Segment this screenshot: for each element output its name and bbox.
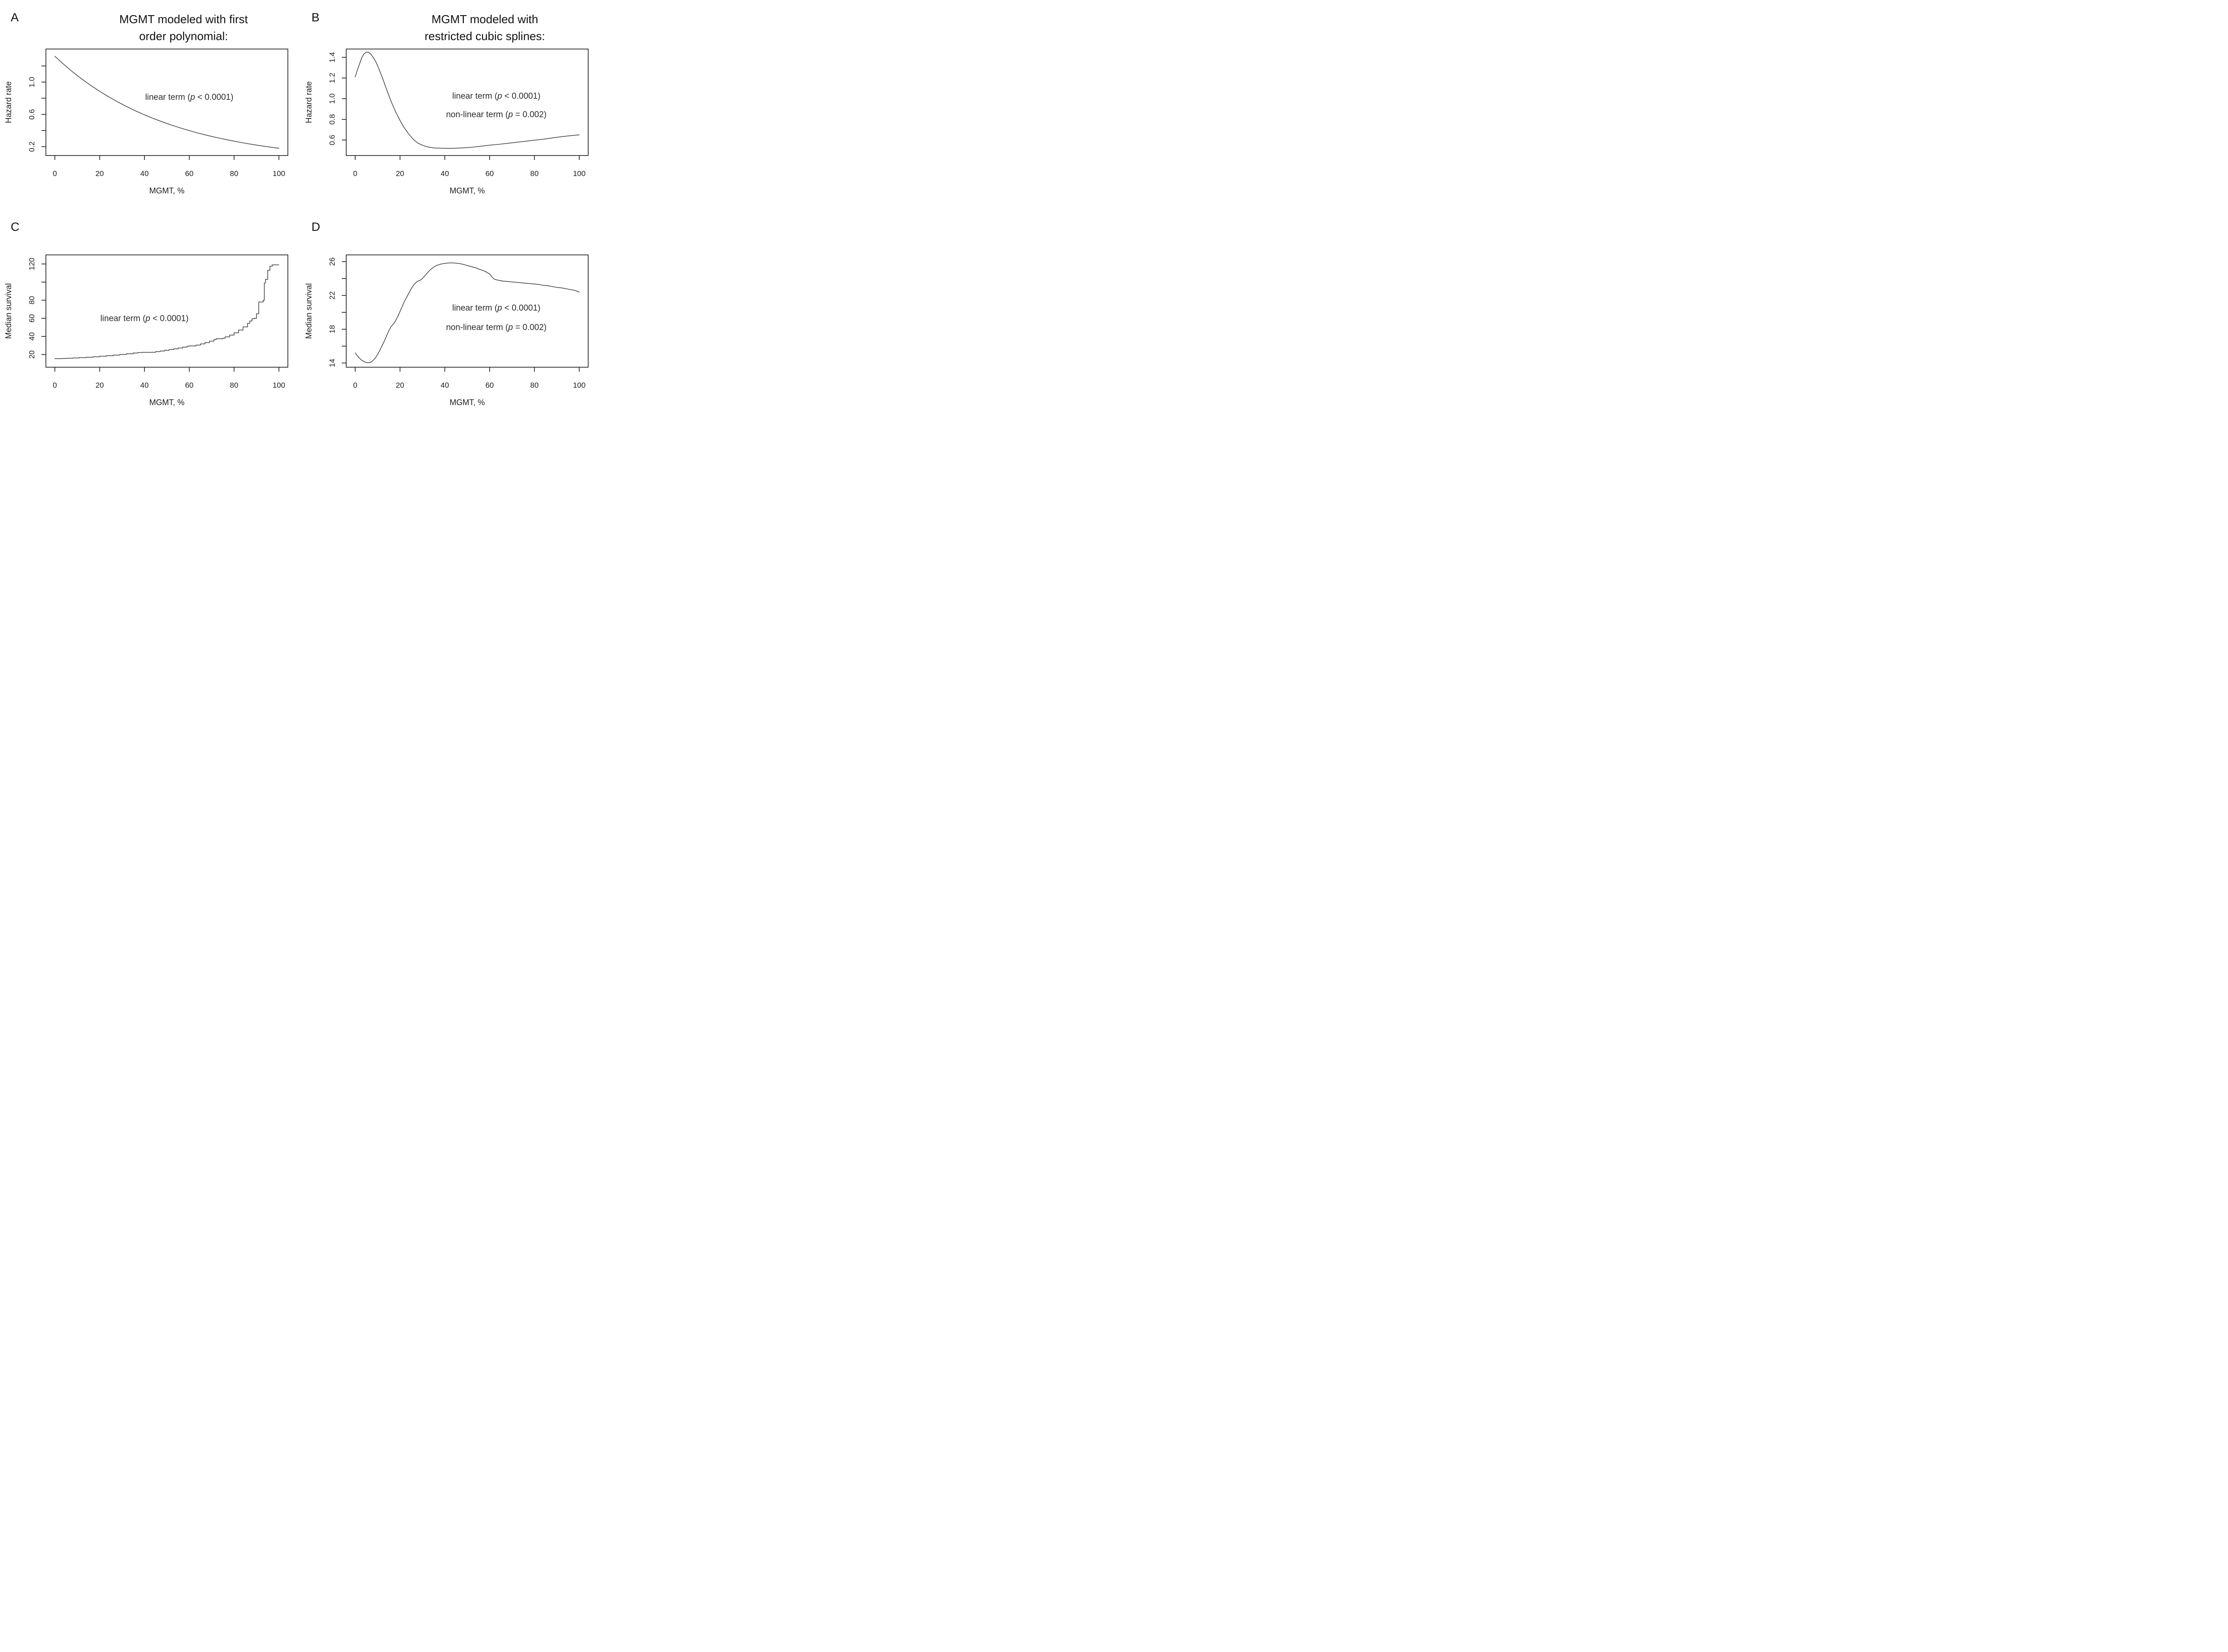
panel-A-x-tick-label: 0	[53, 169, 57, 178]
panel-B-x-tick-label: 0	[353, 169, 357, 178]
panel-D-letter: D	[311, 220, 320, 234]
panel-A-x-tick-label: 100	[273, 169, 285, 178]
figure-page: 0 20 40 60 80 100 0.2 0.6 1.0 MGMT, % Hazard rate l…	[0, 0, 598, 413]
panel-D-y-axis-label: Median survival	[304, 283, 313, 339]
panel-A-x-tick-label: 20	[95, 169, 104, 178]
panel-C-y-tick-label: 80	[28, 296, 36, 304]
panel-B-x-tick-label: 60	[485, 169, 494, 178]
panel-D-y-tick-label: 26	[328, 258, 336, 266]
panel-A-x-tick-label: 80	[230, 169, 238, 178]
panel-B-annotation-1: linear term (p < 0.0001)	[452, 91, 541, 101]
panel-C-x-tick-label: 0	[53, 381, 57, 389]
panel-B-x-tick-label: 20	[396, 169, 404, 178]
panel-B-y-tick-label: 0.8	[328, 114, 336, 125]
panel-D-plot-box	[346, 254, 589, 368]
panel-A-letter: A	[11, 11, 19, 24]
panel-B-title: MGMT modeled with restricted cubic splin…	[360, 11, 598, 45]
panel-D-x-tick-label: 60	[485, 381, 494, 389]
panel-C-x-tick-label: 100	[273, 381, 285, 389]
panel-D-annotation-1: linear term (p < 0.0001)	[452, 303, 541, 313]
panel-B-y-axis-label: Hazard rate	[304, 81, 313, 123]
panel-A-curve	[54, 56, 279, 149]
panel-A: 0 20 40 60 80 100 0.2 0.6 1.0 MGMT, % Hazard rate l…	[4, 49, 288, 195]
panel-A-x-axis-label: MGMT, %	[149, 186, 184, 195]
panel-C-x-tick-label: 80	[230, 381, 238, 389]
panel-B-x-tick-label: 100	[573, 169, 586, 178]
panel-A-y-tick-label: 0.2	[28, 141, 36, 152]
panel-B-title-line2: restricted cubic splines:	[424, 29, 545, 43]
panel-A-title-line1: MGMT modeled with first	[119, 12, 248, 26]
panel-D-x-tick-label: 20	[396, 381, 404, 389]
panel-C: 0 20 40 60 80 100 20 40 60 80 120 MGMT, % Median sur…	[4, 254, 288, 407]
panel-B-x-axis-label: MGMT, %	[450, 186, 485, 195]
panel-B-x-tick-label: 40	[441, 169, 449, 178]
panel-B: 0 20 40 60 80 100 0.6 0.8 1.0 1.2 1.4 MGMT, % Hazard…	[304, 49, 589, 195]
panel-A-plot-box	[45, 49, 288, 156]
panel-C-x-tick-label: 40	[140, 381, 149, 389]
panel-A-title-line2: order polynomial:	[139, 29, 228, 43]
panel-A-y-axis-label: Hazard rate	[4, 81, 13, 123]
panel-D-x-tick-label: 0	[353, 381, 357, 389]
panel-D: 0 20 40 60 80 100 14 18 22 26 MGMT, % Median surviv…	[304, 254, 589, 407]
panel-D-x-tick-label: 40	[441, 381, 449, 389]
panel-B-y-tick-label: 1.2	[328, 73, 336, 83]
panel-A-x-tick-label: 40	[140, 169, 149, 178]
panel-A-y-tick-label: 1.0	[28, 77, 36, 87]
panel-D-y-tick-label: 18	[328, 325, 336, 333]
panel-A-x-tick-label: 60	[185, 169, 193, 178]
panel-B-x-tick-label: 80	[530, 169, 539, 178]
panel-C-y-axis-label: Median survival	[4, 283, 13, 339]
panel-C-x-tick-label: 20	[95, 381, 104, 389]
panel-D-annotation-2: non-linear term (p = 0.002)	[446, 323, 547, 332]
panel-B-annotation-2: non-linear term (p = 0.002)	[446, 110, 547, 119]
panel-C-y-tick-label: 20	[28, 350, 36, 359]
figure-canvas: 0 20 40 60 80 100 0.2 0.6 1.0 MGMT, % Hazard rate l…	[4, 49, 589, 407]
panel-B-y-tick-label: 0.6	[328, 135, 336, 145]
panel-C-y-tick-label: 120	[28, 258, 36, 270]
panel-C-plot-box	[45, 254, 288, 368]
panel-B-y-tick-label: 1.0	[328, 94, 336, 104]
panel-C-annotation-1: linear term (p < 0.0001)	[100, 314, 188, 323]
panel-C-y-tick-label: 60	[28, 314, 36, 323]
panel-D-y-tick-label: 22	[328, 291, 336, 299]
panel-A-y-tick-label: 0.6	[28, 109, 36, 120]
panel-C-x-tick-label: 60	[185, 381, 193, 389]
panel-C-x-axis-label: MGMT, %	[149, 398, 184, 407]
panel-B-plot-box	[346, 49, 589, 156]
panel-D-y-tick-label: 14	[328, 359, 336, 367]
panel-C-letter: C	[11, 220, 20, 234]
panel-B-curve	[355, 52, 580, 149]
panel-A-annotation-1: linear term (p < 0.0001)	[145, 93, 233, 102]
panel-C-curve	[54, 264, 279, 359]
panel-B-title-line1: MGMT modeled with	[431, 12, 538, 26]
panel-C-y-tick-label: 40	[28, 332, 36, 340]
panel-D-x-axis-label: MGMT, %	[450, 398, 485, 407]
panel-D-curve	[355, 262, 580, 363]
panel-D-x-tick-label: 100	[573, 381, 586, 389]
panel-B-y-tick-label: 1.4	[328, 52, 336, 63]
panel-B-letter: B	[311, 11, 320, 24]
panel-D-x-tick-label: 80	[530, 381, 539, 389]
panel-A-title: MGMT modeled with first order polynomial…	[59, 11, 308, 45]
